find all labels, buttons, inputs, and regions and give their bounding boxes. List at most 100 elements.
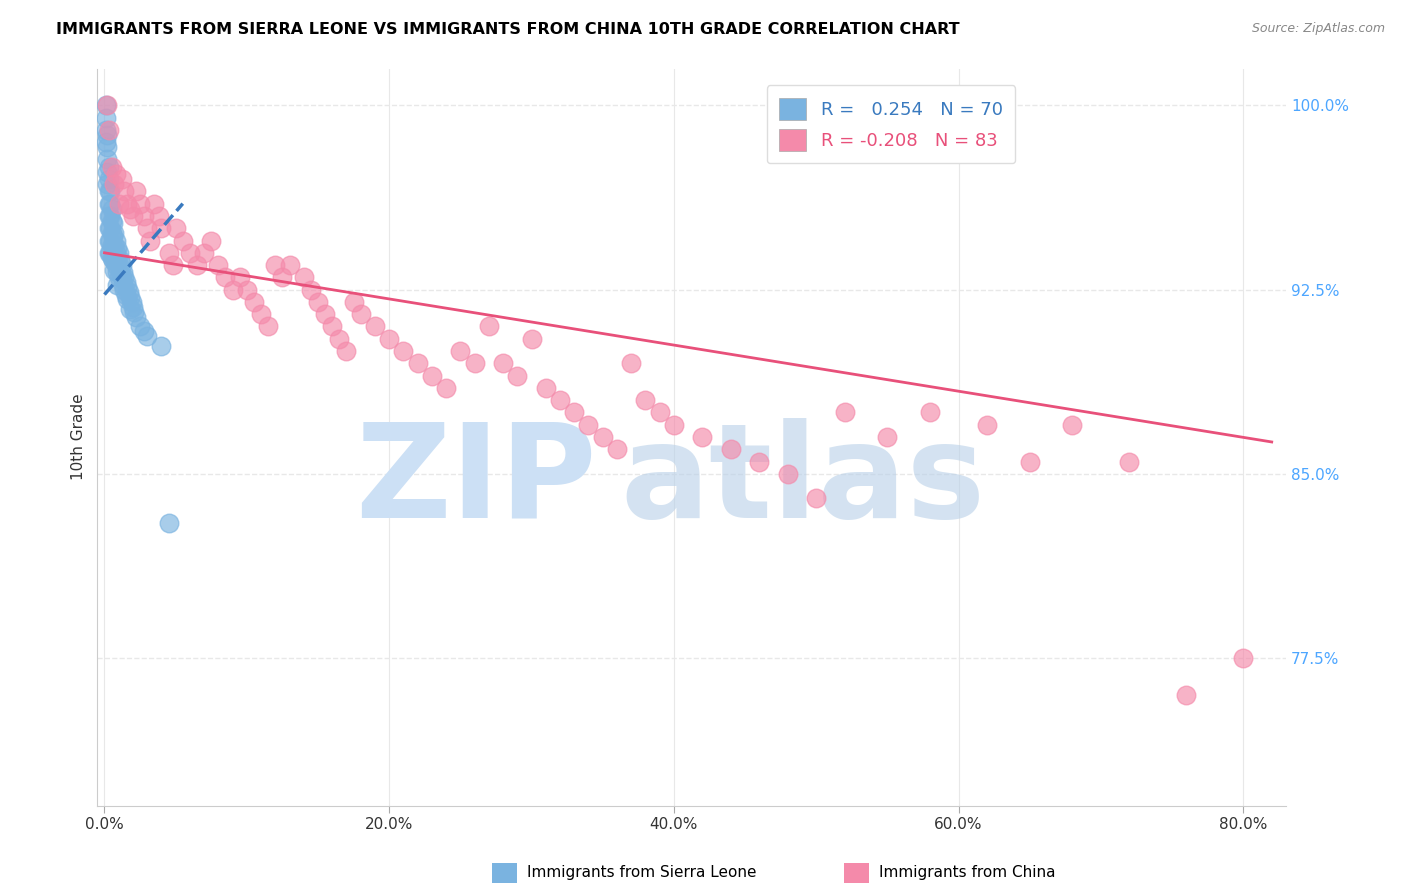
Point bbox=[103, 238, 125, 252]
Point bbox=[264, 258, 287, 272]
Point bbox=[120, 290, 142, 304]
Point bbox=[97, 245, 120, 260]
Point bbox=[107, 258, 129, 272]
Point bbox=[236, 283, 259, 297]
Point bbox=[129, 196, 152, 211]
Point bbox=[165, 221, 187, 235]
Point bbox=[103, 177, 125, 191]
Point bbox=[117, 196, 139, 211]
Point bbox=[976, 417, 998, 432]
Point bbox=[100, 202, 122, 216]
Point bbox=[748, 455, 770, 469]
Point bbox=[100, 238, 122, 252]
Point bbox=[114, 275, 136, 289]
Point bbox=[103, 263, 125, 277]
Point bbox=[97, 209, 120, 223]
Point bbox=[98, 221, 121, 235]
Point bbox=[321, 319, 343, 334]
Text: Immigrants from China: Immigrants from China bbox=[879, 865, 1056, 880]
Point bbox=[634, 393, 657, 408]
Point bbox=[314, 307, 336, 321]
Point bbox=[299, 283, 322, 297]
Text: Source: ZipAtlas.com: Source: ZipAtlas.com bbox=[1251, 22, 1385, 36]
Point bbox=[228, 270, 250, 285]
Point bbox=[592, 430, 614, 444]
Point bbox=[96, 165, 118, 179]
Point bbox=[648, 405, 671, 419]
Point bbox=[1232, 651, 1254, 665]
Point bbox=[434, 381, 457, 395]
Point bbox=[120, 202, 142, 216]
Point bbox=[101, 216, 124, 230]
Point bbox=[96, 98, 118, 112]
Point bbox=[162, 258, 184, 272]
Point bbox=[136, 329, 159, 343]
Point bbox=[94, 98, 117, 112]
Point bbox=[112, 185, 135, 199]
Point bbox=[307, 294, 329, 309]
Point bbox=[464, 356, 486, 370]
Point bbox=[1175, 688, 1198, 702]
Point bbox=[110, 270, 132, 285]
Point bbox=[492, 356, 515, 370]
Point bbox=[562, 405, 585, 419]
Point bbox=[107, 245, 129, 260]
Point bbox=[120, 302, 142, 317]
Point bbox=[97, 234, 120, 248]
Point bbox=[214, 270, 236, 285]
Point bbox=[104, 234, 127, 248]
Point bbox=[98, 245, 121, 260]
Point bbox=[101, 253, 124, 268]
Point bbox=[111, 277, 134, 292]
Point bbox=[96, 140, 118, 154]
Text: atlas: atlas bbox=[620, 417, 986, 545]
Point bbox=[548, 393, 571, 408]
Point bbox=[278, 258, 301, 272]
Point bbox=[96, 177, 118, 191]
Point bbox=[101, 241, 124, 255]
Point bbox=[506, 368, 529, 383]
Legend: R =   0.254   N = 70, R = -0.208   N = 83: R = 0.254 N = 70, R = -0.208 N = 83 bbox=[766, 85, 1015, 163]
Point bbox=[112, 270, 135, 285]
Point bbox=[520, 332, 543, 346]
Point bbox=[350, 307, 373, 321]
Point bbox=[110, 172, 132, 186]
Point bbox=[108, 265, 131, 279]
Point bbox=[876, 430, 898, 444]
Point bbox=[100, 214, 122, 228]
Point bbox=[620, 356, 643, 370]
Point bbox=[100, 251, 122, 265]
Point bbox=[534, 381, 557, 395]
Point bbox=[148, 209, 170, 223]
Point bbox=[221, 283, 243, 297]
Point bbox=[364, 319, 387, 334]
Point bbox=[94, 135, 117, 149]
Point bbox=[378, 332, 401, 346]
Point bbox=[124, 305, 146, 319]
Point bbox=[97, 185, 120, 199]
Point bbox=[578, 417, 600, 432]
Point bbox=[94, 111, 117, 125]
Point bbox=[207, 258, 229, 272]
Point bbox=[117, 280, 139, 294]
Point bbox=[105, 253, 128, 268]
Point bbox=[250, 307, 273, 321]
Point bbox=[1018, 455, 1040, 469]
Point bbox=[1062, 417, 1084, 432]
Point bbox=[335, 344, 357, 359]
Point bbox=[449, 344, 471, 359]
Point bbox=[125, 185, 148, 199]
Point bbox=[100, 226, 122, 240]
Point bbox=[96, 128, 118, 142]
Point bbox=[406, 356, 429, 370]
Point bbox=[920, 405, 942, 419]
Point bbox=[172, 234, 194, 248]
Point bbox=[328, 332, 350, 346]
Text: Immigrants from Sierra Leone: Immigrants from Sierra Leone bbox=[527, 865, 756, 880]
Y-axis label: 10th Grade: 10th Grade bbox=[72, 393, 86, 481]
Point bbox=[606, 442, 628, 457]
Point bbox=[150, 339, 173, 353]
Point bbox=[806, 491, 828, 506]
Point bbox=[662, 417, 685, 432]
Point bbox=[97, 160, 120, 174]
